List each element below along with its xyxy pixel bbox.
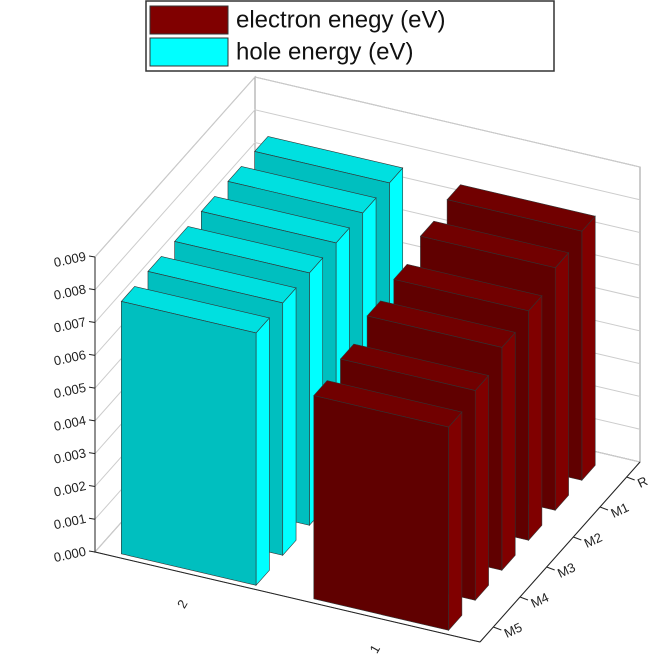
- y-tick: [88, 452, 96, 455]
- y-tick-label: 0.002: [52, 478, 87, 499]
- depth-tick-label: R: [635, 473, 650, 491]
- depth-tick-label: M2: [582, 530, 605, 551]
- y-tick: [88, 255, 96, 258]
- y-tick: [88, 321, 96, 324]
- grid-line: [94, 109, 641, 291]
- bar-side: [581, 215, 596, 482]
- depth-tick: [599, 506, 609, 511]
- x-axis: [94, 551, 481, 643]
- depth-tick-label: M3: [555, 560, 578, 581]
- y-tick: [88, 386, 96, 389]
- depth-tick: [573, 536, 582, 541]
- x-tick-label: 1: [367, 642, 384, 654]
- bar: [313, 395, 449, 631]
- y-tick: [88, 419, 96, 422]
- y-tick-label: 0.001: [52, 511, 87, 532]
- grid-line: [94, 76, 641, 258]
- y-tick-label: 0.006: [52, 347, 87, 368]
- legend-label: hole energy (eV): [236, 38, 413, 65]
- bar-side: [282, 287, 297, 557]
- bar: [121, 301, 257, 586]
- bar-side: [474, 374, 489, 602]
- y-tick: [88, 517, 96, 520]
- y-tick: [88, 288, 96, 291]
- y-tick: [88, 353, 96, 356]
- bar-side: [448, 411, 463, 632]
- depth-tick: [493, 626, 502, 631]
- x-tick-label: 2: [174, 597, 191, 611]
- y-tick: [88, 550, 96, 553]
- y-tick-label: 0.000: [52, 544, 87, 565]
- depth-axis: [479, 461, 641, 643]
- legend-swatch: [149, 5, 229, 35]
- bar-side: [501, 331, 516, 572]
- y-tick-label: 0.003: [52, 445, 87, 466]
- depth-tick: [626, 476, 635, 481]
- y-tick-label: 0.005: [52, 380, 87, 401]
- y-tick-label: 0.007: [52, 314, 87, 335]
- depth-tick-label: M4: [528, 590, 551, 611]
- depth-tick-label: M5: [502, 620, 525, 641]
- depth-tick-label: M1: [608, 500, 631, 521]
- y-tick: [88, 484, 96, 487]
- bar-side: [554, 251, 569, 512]
- bar-side: [255, 317, 270, 587]
- legend-swatch: [149, 37, 229, 67]
- y-tick-label: 0.009: [52, 249, 87, 270]
- y-tick-label: 0.008: [52, 281, 87, 302]
- depth-tick: [546, 566, 555, 571]
- depth-tick: [519, 596, 529, 601]
- bar-side: [528, 295, 543, 542]
- legend-label: electron enegy (eV): [236, 6, 445, 33]
- y-tick-label: 0.004: [52, 413, 87, 434]
